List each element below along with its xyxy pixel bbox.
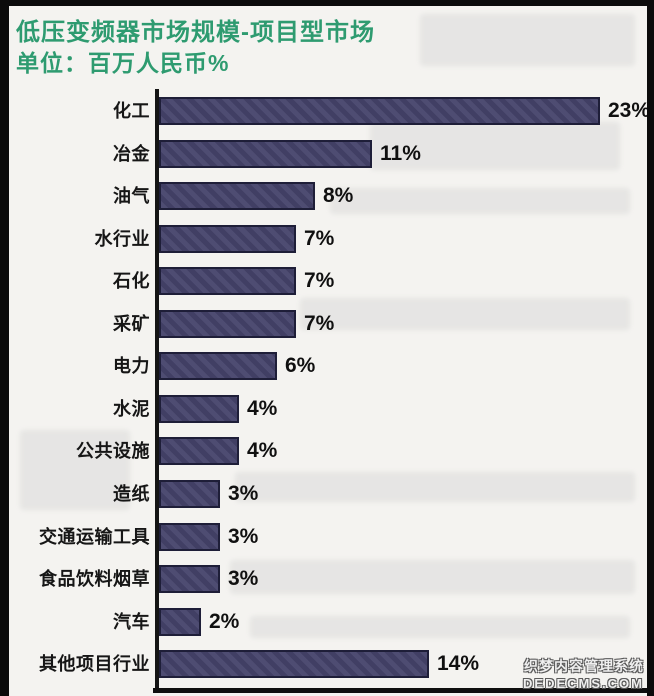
scan-edge-top <box>0 0 654 6</box>
chart-title: 低压变频器市场规模-项目型市场 <box>16 19 375 46</box>
bar-value-label: 11% <box>380 142 421 165</box>
chart-row: 汽车 2% <box>0 608 654 636</box>
bar-category-label: 冶金 <box>113 144 150 164</box>
chart-row: 其他项目行业 14% <box>0 650 654 678</box>
bar-value-label: 4% <box>247 439 278 462</box>
bar <box>159 437 239 465</box>
chart-row: 化工 23% <box>0 97 654 125</box>
watermark: 织梦内容管理系统 DEDECMS.COM <box>523 658 644 692</box>
bleedthrough-artifact <box>230 560 635 594</box>
chart-row: 交通运输工具 3% <box>0 523 654 551</box>
bar <box>159 182 315 210</box>
bar <box>159 225 296 253</box>
bar-category-label: 油气 <box>113 186 150 206</box>
bar-category-label: 公共设施 <box>76 441 150 461</box>
bar <box>159 608 201 636</box>
bar-category-label: 食品饮料烟草 <box>39 569 150 589</box>
bar-value-label: 7% <box>304 312 335 335</box>
chart-row: 水行业 7% <box>0 225 654 253</box>
bar-value-label: 4% <box>247 397 278 420</box>
bar-value-label: 3% <box>228 525 259 548</box>
bar <box>159 352 277 380</box>
bar-value-label: 3% <box>228 567 259 590</box>
bar-category-label: 石化 <box>113 271 150 291</box>
bar <box>159 523 220 551</box>
chart-row: 造纸 3% <box>0 480 654 508</box>
bar <box>159 650 429 678</box>
chart-row: 电力 6% <box>0 352 654 380</box>
bleedthrough-artifact <box>420 14 635 66</box>
x-axis-line <box>153 688 654 693</box>
bleedthrough-artifact <box>370 122 620 170</box>
bar <box>159 267 296 295</box>
chart-row: 食品饮料烟草 3% <box>0 565 654 593</box>
bar-category-label: 水泥 <box>113 399 150 419</box>
bar-category-label: 采矿 <box>113 314 150 334</box>
bar-value-label: 7% <box>304 227 335 250</box>
bar <box>159 565 220 593</box>
bar-category-label: 水行业 <box>94 229 150 249</box>
bar <box>159 395 239 423</box>
chart-row: 采矿 7% <box>0 310 654 338</box>
bar <box>159 140 372 168</box>
bleedthrough-artifact <box>250 616 630 638</box>
bar-category-label: 电力 <box>113 356 150 376</box>
bar-value-label: 7% <box>304 269 335 292</box>
bar-category-label: 造纸 <box>113 484 150 504</box>
watermark-text-cn: 织梦内容管理系统 <box>524 658 644 675</box>
y-axis-line <box>155 89 159 690</box>
bar <box>159 310 296 338</box>
chart-row: 油气 8% <box>0 182 654 210</box>
chart-row: 公共设施 4% <box>0 437 654 465</box>
bar-category-label: 其他项目行业 <box>39 654 150 674</box>
bar-value-label: 14% <box>437 652 480 675</box>
scan-edge-left <box>0 0 9 696</box>
bar-category-label: 交通运输工具 <box>39 527 150 547</box>
bar-value-label: 2% <box>209 610 240 633</box>
bar-category-label: 汽车 <box>113 612 150 632</box>
bleedthrough-artifact <box>20 430 130 510</box>
scan-edge-right <box>647 0 654 696</box>
watermark-text-en: DEDECMS.COM <box>523 675 644 691</box>
chart-row: 石化 7% <box>0 267 654 295</box>
bleedthrough-artifact <box>330 188 630 214</box>
chart-row: 冶金 11% <box>0 140 654 168</box>
bleedthrough-artifact <box>300 298 630 330</box>
bar-value-label: 6% <box>285 354 316 377</box>
bar <box>159 480 220 508</box>
bar-value-label: 3% <box>228 482 259 505</box>
chart-row: 水泥 4% <box>0 395 654 423</box>
bleedthrough-artifact <box>235 472 635 502</box>
bar-value-label: 23% <box>608 99 651 122</box>
chart-unit-label: 单位：百万人民币% <box>16 50 230 76</box>
bar-category-label: 化工 <box>113 101 150 121</box>
bar <box>159 97 600 125</box>
bar-value-label: 8% <box>323 184 354 207</box>
